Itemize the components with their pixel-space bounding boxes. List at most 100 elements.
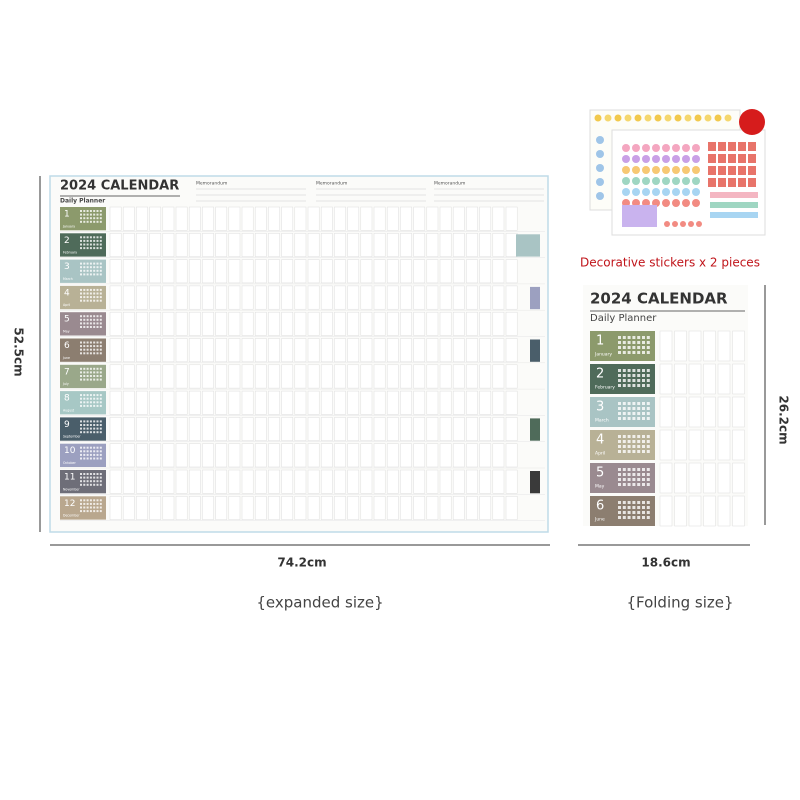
mini-day [83,273,86,276]
folded-title: 2024 CALENDAR [590,290,728,308]
sticker [642,144,650,152]
note-card [516,234,540,257]
mini-day [86,292,89,295]
day-cell [268,259,280,284]
mini-day [89,483,92,486]
mini-day [618,412,621,415]
mini-day [93,247,96,250]
mini-day [86,348,89,351]
month-number: 6 [596,499,604,514]
mini-day [96,510,99,513]
mini-day [96,296,99,299]
sticker [708,178,716,187]
mini-day [86,401,89,404]
mini-day [96,292,99,295]
day-cell [162,496,175,520]
mini-day [83,473,86,475]
day-cell [659,462,673,494]
month-number: 2 [64,236,70,246]
sticker [708,154,716,163]
mini-day [83,299,86,302]
mini-day [80,446,82,449]
mini-day [622,402,626,405]
day-cell [347,469,360,494]
mini-day [89,345,92,348]
mini-day [86,483,89,486]
mini-day [80,424,82,426]
day-cell [162,364,175,389]
mini-day [83,450,86,453]
day-cell [188,285,201,310]
expanded-title: 2024 CALENDAR [60,179,179,194]
mini-day [96,243,99,246]
mini-day [99,345,102,348]
day-cell [347,206,360,231]
mini-day [86,266,89,269]
mini-day [89,375,92,377]
mini-day [86,510,89,513]
day-cell [452,338,465,363]
mini-day [646,450,650,453]
day-cell [479,364,492,389]
month-name: February [63,251,77,255]
mini-day [80,217,82,220]
mini-day [637,445,641,448]
mini-day [93,401,96,404]
mini-day [89,269,92,272]
mini-day [642,445,645,448]
day-cell [334,364,346,389]
day-cell [162,443,175,468]
day-cell [347,338,360,363]
day-cell [400,338,412,363]
day-cell [241,311,254,336]
day-cell [122,206,135,231]
day-cell [175,233,188,257]
day-cell [215,338,228,363]
day-cell [254,364,267,389]
day-cell [188,311,201,336]
day-cell [426,469,439,494]
day-cell [400,311,412,336]
day-cell [466,364,478,389]
month-name: January [594,352,612,358]
mini-day [632,445,636,448]
mini-day [618,351,621,354]
day-cell [386,285,399,310]
day-cell [492,311,505,336]
day-cell [732,363,745,395]
mini-day [83,217,86,220]
day-cell [492,496,505,520]
day-cell [360,417,373,441]
month-tile [60,285,106,310]
day-cell [202,469,214,494]
mini-day [83,348,86,351]
day-cell [688,429,702,461]
mini-day [89,457,92,460]
sticker [662,155,670,163]
day-cell [307,285,320,310]
mini-day [99,453,102,456]
mini-day [618,336,621,339]
day-cell [254,338,267,363]
month-number: 1 [596,334,604,349]
mini-day [83,266,86,269]
mini-day [93,427,96,430]
mini-day [622,468,626,471]
day-cell [307,443,320,468]
mini-day [646,402,650,405]
mini-day [80,266,82,269]
day-cell [281,285,294,310]
mini-day [99,506,102,509]
mini-day [89,424,92,426]
mini-day [93,341,96,344]
mini-day [646,336,650,339]
mini-day [646,468,650,471]
month-tile [60,496,106,520]
day-cell [109,390,122,415]
day-cell [202,285,214,310]
day-cell [294,206,307,231]
size-caption: {Folding size} [626,594,733,612]
mini-day [622,384,626,387]
mini-day [99,476,102,479]
